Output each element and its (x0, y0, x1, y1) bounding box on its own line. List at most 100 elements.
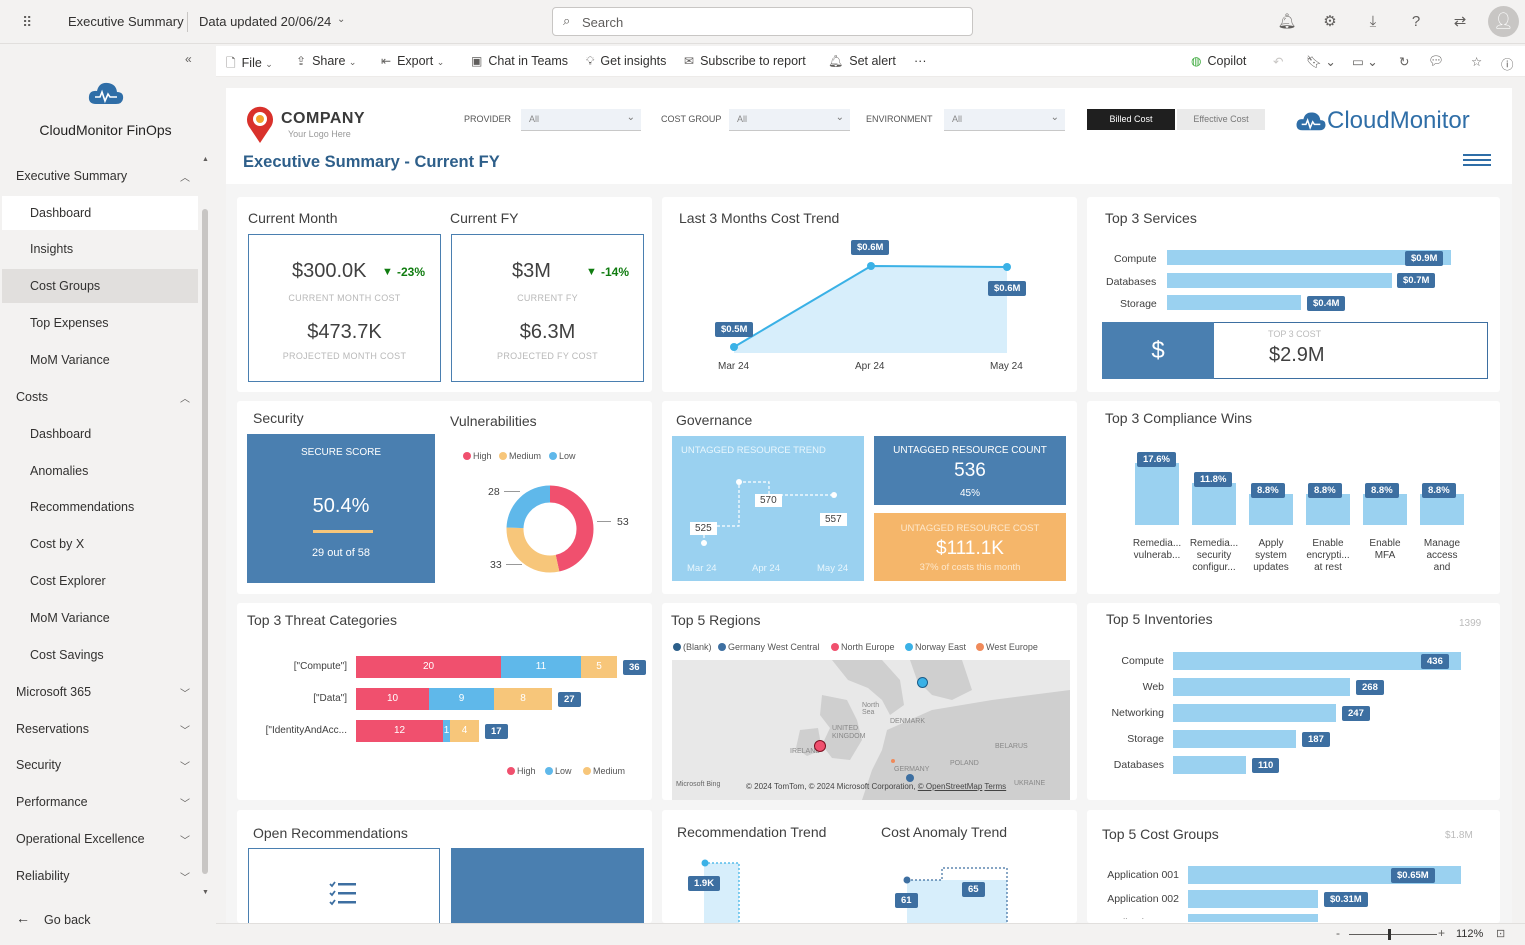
threat-category: ["Compute"] (293, 661, 347, 672)
chevron-up-icon[interactable]: ︿ (180, 394, 190, 405)
nav-group-costs[interactable]: Costs (16, 390, 48, 404)
nav-item-mom-variance[interactable]: MoM Variance (30, 353, 110, 367)
nav-item-top-expenses[interactable]: Top Expenses (30, 316, 109, 330)
go-back-link[interactable]: Go back (44, 913, 91, 927)
bell-icon[interactable]: 🔔︎ (1277, 13, 1297, 30)
cost-group-name: Application 002 (1107, 893, 1179, 905)
nav-group-executive-summary[interactable]: Executive Summary (16, 169, 128, 183)
scroll-down-icon[interactable]: ▼ (202, 889, 209, 896)
nav-item-cost-explorer[interactable]: Cost Explorer (30, 574, 106, 588)
zoom-slider-track[interactable] (1349, 934, 1437, 935)
threat-seg-low: 11 (501, 656, 581, 678)
zoom-in-icon[interactable]: + (1438, 926, 1446, 940)
top-cost-label: TOP 3 COST (1268, 329, 1322, 339)
chevron-down-icon[interactable]: ﹀ (180, 836, 190, 847)
terms-link[interactable]: Terms (984, 782, 1007, 791)
hamburger-menu-icon[interactable] (1463, 154, 1491, 168)
filter-provider-dropdown[interactable]: All ⌄ (521, 109, 641, 131)
favorite-icon[interactable]: ☆ (1471, 55, 1483, 69)
share-menu[interactable]: ⇪ Share ⌄ (296, 54, 357, 68)
regions-map[interactable]: North Sea DENMARK UNITED KINGDOM IRELAND… (672, 660, 1070, 800)
share-feedback-icon[interactable]: ⇄ (1453, 13, 1467, 30)
back-arrow-icon[interactable]: ← (16, 910, 30, 926)
zoom-slider-thumb[interactable] (1388, 929, 1391, 940)
nav-item-recommendations[interactable]: Recommendations (30, 500, 135, 514)
nav-item-costs-mom-variance[interactable]: MoM Variance (30, 611, 110, 625)
more-options-button[interactable]: ··· (914, 54, 927, 68)
help-icon[interactable]: ? (1411, 13, 1421, 30)
chevron-down-icon[interactable]: ﹀ (180, 689, 190, 700)
get-insights-button[interactable]: 💡︎ Get insights (586, 54, 666, 69)
nav-group-reliability[interactable]: Reliability (16, 869, 70, 883)
chevron-down-icon[interactable]: ﹀ (180, 873, 190, 884)
map-marker-germany[interactable] (906, 774, 914, 782)
view-icon[interactable]: ▭ ⌄ (1352, 55, 1378, 69)
nav-group-operational-excellence[interactable]: Operational Excellence (16, 832, 145, 846)
bookmark-icon[interactable]: 🔖︎ ⌄ (1306, 55, 1336, 69)
security-title: Security (253, 410, 304, 426)
filter-cost-group-dropdown[interactable]: All ⌄ (729, 109, 850, 131)
map-marker-west-europe[interactable] (891, 759, 895, 763)
osm-link[interactable]: © OpenStreetMap (917, 782, 983, 791)
current-fy-delta: -14% (601, 265, 630, 279)
nav-group-reservations[interactable]: Reservations (16, 722, 89, 736)
subscribe-button[interactable]: ✉ Subscribe to report (684, 54, 806, 68)
nav-group-security[interactable]: Security (16, 758, 62, 772)
filter-environment-dropdown[interactable]: All ⌄ (944, 109, 1065, 131)
file-icon: 🗋 (226, 56, 236, 70)
chevron-down-icon[interactable]: ﹀ (180, 799, 190, 810)
info-icon[interactable]: ⓘ (1501, 58, 1514, 72)
download-icon[interactable]: ⤓ (1369, 13, 1377, 30)
nav-item-cost-savings[interactable]: Cost Savings (30, 648, 104, 662)
secure-score-detail: 29 out of 58 (311, 547, 371, 559)
billed-cost-toggle[interactable]: Billed Cost (1087, 109, 1175, 130)
file-menu[interactable]: 🗋 File ⌄ (226, 56, 273, 70)
untagged-month: Apr 24 (752, 563, 780, 574)
effective-cost-toggle[interactable]: Effective Cost (1177, 109, 1265, 130)
undo-icon[interactable]: ↶ (1273, 55, 1284, 69)
refresh-icon[interactable]: ↻ (1399, 55, 1410, 69)
chat-in-teams-button[interactable]: ▣ Chat in Teams (471, 54, 568, 68)
zoom-level[interactable]: 112% (1456, 928, 1484, 940)
chevron-down-icon[interactable]: ⌄ (337, 14, 346, 25)
zoom-out-icon[interactable]: - (1336, 926, 1340, 940)
nav-item-anomalies[interactable]: Anomalies (30, 464, 89, 478)
nav-item-dashboard[interactable]: Dashboard (2, 196, 198, 230)
nav-group-performance[interactable]: Performance (16, 795, 88, 809)
nav-scrollbar[interactable] (202, 209, 208, 874)
map-marker-norway[interactable] (917, 677, 928, 688)
nav-item-cost-by-x[interactable]: Cost by X (30, 537, 85, 551)
copilot-button[interactable]: ◍ Copilot (1191, 54, 1246, 68)
collapse-nav-icon[interactable]: « (185, 52, 192, 66)
map-marker-north-europe[interactable] (814, 740, 826, 752)
cloudmonitor-logo-icon (1295, 110, 1327, 137)
nav-item-insights[interactable]: Insights (30, 242, 74, 256)
app-launcher-icon[interactable]: ⠿ (22, 14, 33, 30)
service-value: $0.4M (1307, 296, 1346, 311)
inventory-value: 247 (1342, 706, 1370, 721)
secure-score-label: SECURE SCORE (300, 447, 381, 458)
threat-seg-medium: 8 (494, 688, 552, 710)
cost-group-value: $0.65M (1391, 868, 1435, 883)
search-box[interactable]: ⌕ Search (552, 7, 973, 36)
comment-icon[interactable]: 💬︎ (1428, 54, 1444, 68)
chevron-up-icon[interactable]: ︿ (180, 173, 190, 184)
fit-page-icon[interactable]: ⊡ (1496, 928, 1506, 940)
gear-icon[interactable]: ⚙ (1323, 13, 1337, 30)
scroll-up-icon[interactable]: ▲ (202, 156, 209, 163)
nav-item-cost-groups[interactable]: Cost Groups (2, 269, 198, 303)
untagged-cost-box (874, 513, 1066, 581)
export-menu[interactable]: ⇤ Export ⌄ (381, 54, 445, 68)
triangle-down-icon: ▼ (382, 266, 393, 278)
current-month-kpi: $300.0K ▼ -23% CURRENT MONTH COST $473.7… (248, 234, 441, 382)
chevron-down-icon[interactable]: ﹀ (180, 762, 190, 773)
data-updated-label[interactable]: Data updated 20/06/24 (199, 14, 332, 29)
nav-group-microsoft-365[interactable]: Microsoft 365 (16, 685, 92, 699)
avatar[interactable]: 👤︎ (1488, 6, 1519, 37)
set-alert-button[interactable]: 🔔︎ Set alert (828, 54, 896, 68)
chevron-down-icon[interactable]: ﹀ (180, 726, 190, 737)
nav-item-costs-dashboard[interactable]: Dashboard (30, 427, 92, 441)
vuln-legend-medium: Medium (499, 451, 541, 461)
threat-total: 27 (558, 692, 581, 707)
compliance-label: security (1196, 550, 1232, 561)
